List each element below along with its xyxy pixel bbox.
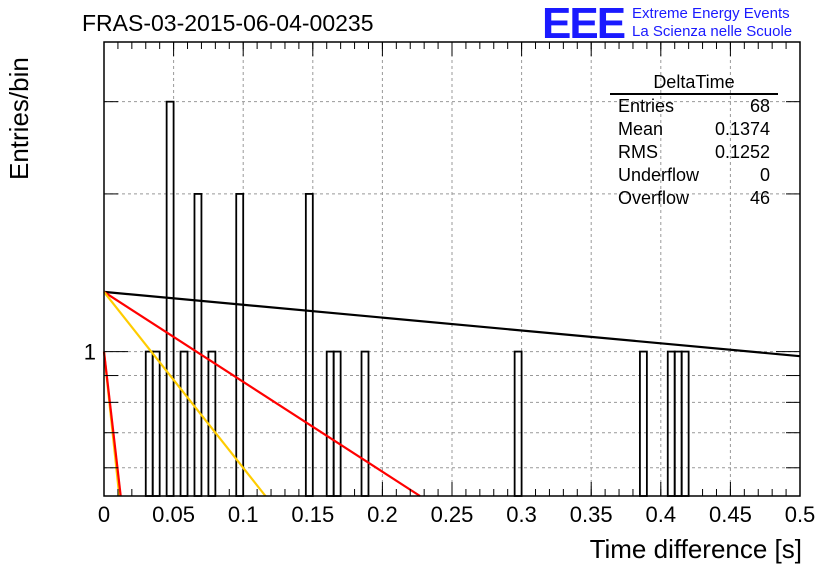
histogram-bar [332,350,342,497]
histogram-bar [639,350,648,497]
x-tick-label: 0.25 [431,502,474,527]
fit-curves [102,290,801,497]
histogram-bar [666,350,676,497]
stats-row-overflow: Overflow 46 [618,188,770,208]
y-tick-label: 1 [84,340,96,365]
histogram-bar [360,350,370,497]
stats-row-entries: Entries 68 [618,96,770,116]
x-tick-label: 0.15 [291,502,334,527]
histogram-bar [179,350,189,497]
stats-row-mean: Mean 0.1374 [618,119,770,139]
x-tick-label: 0 [98,502,110,527]
eee-logo-block: EEE Extreme Energy Events La Scienza nel… [542,2,792,46]
fit-curve [103,290,421,497]
histogram-bar [673,350,683,497]
eee-logo-line1: Extreme Energy Events [632,5,790,22]
x-tick-label: 0.35 [570,502,613,527]
histogram-bar [680,350,690,497]
stats-row-rms: RMS 0.1252 [618,142,770,162]
histogram-bar [144,350,154,497]
fit-curve [103,291,267,497]
x-tick-label: 0.2 [367,502,398,527]
histogram-bar [151,350,161,497]
x-tick-label: 0.3 [506,502,537,527]
x-tick-label: 0.45 [709,502,752,527]
histogram-bar [513,350,523,497]
histogram-bar [193,193,203,497]
x-axis-label: Time difference [s] [589,534,802,564]
fit-curve [103,290,801,358]
histogram-bar [235,193,245,497]
x-tick-label: 0.5 [785,502,816,527]
y-axis-label: Entries/bin [4,57,34,180]
axis-ticks: 0 0.05 0.1 0.15 0.2 0.25 0.3 0.35 0.4 0.45 0.5 1 [84,42,816,527]
eee-logo: EEE [542,0,626,48]
fit-curve [102,351,122,497]
eee-logo-line2: La Scienza nelle Scuole [632,23,793,40]
stats-box: DeltaTime Entries 68 Mean 0.1374 RMS 0.1252… [610,72,778,210]
eee-logo-text: Extreme Energy Events La Scienza nelle S… [632,5,792,41]
stats-title: DeltaTime [610,72,778,95]
x-tick-label: 0.1 [228,502,259,527]
plot-title: FRAS-03-2015-06-04-00235 [82,10,374,36]
histogram-bars [144,100,690,497]
x-tick-label: 0.05 [152,502,195,527]
x-tick-label: 0.4 [646,502,677,527]
stats-row-underflow: Underflow 0 [618,165,770,185]
histogram-bar [304,193,314,497]
histogram-bar [325,350,335,497]
